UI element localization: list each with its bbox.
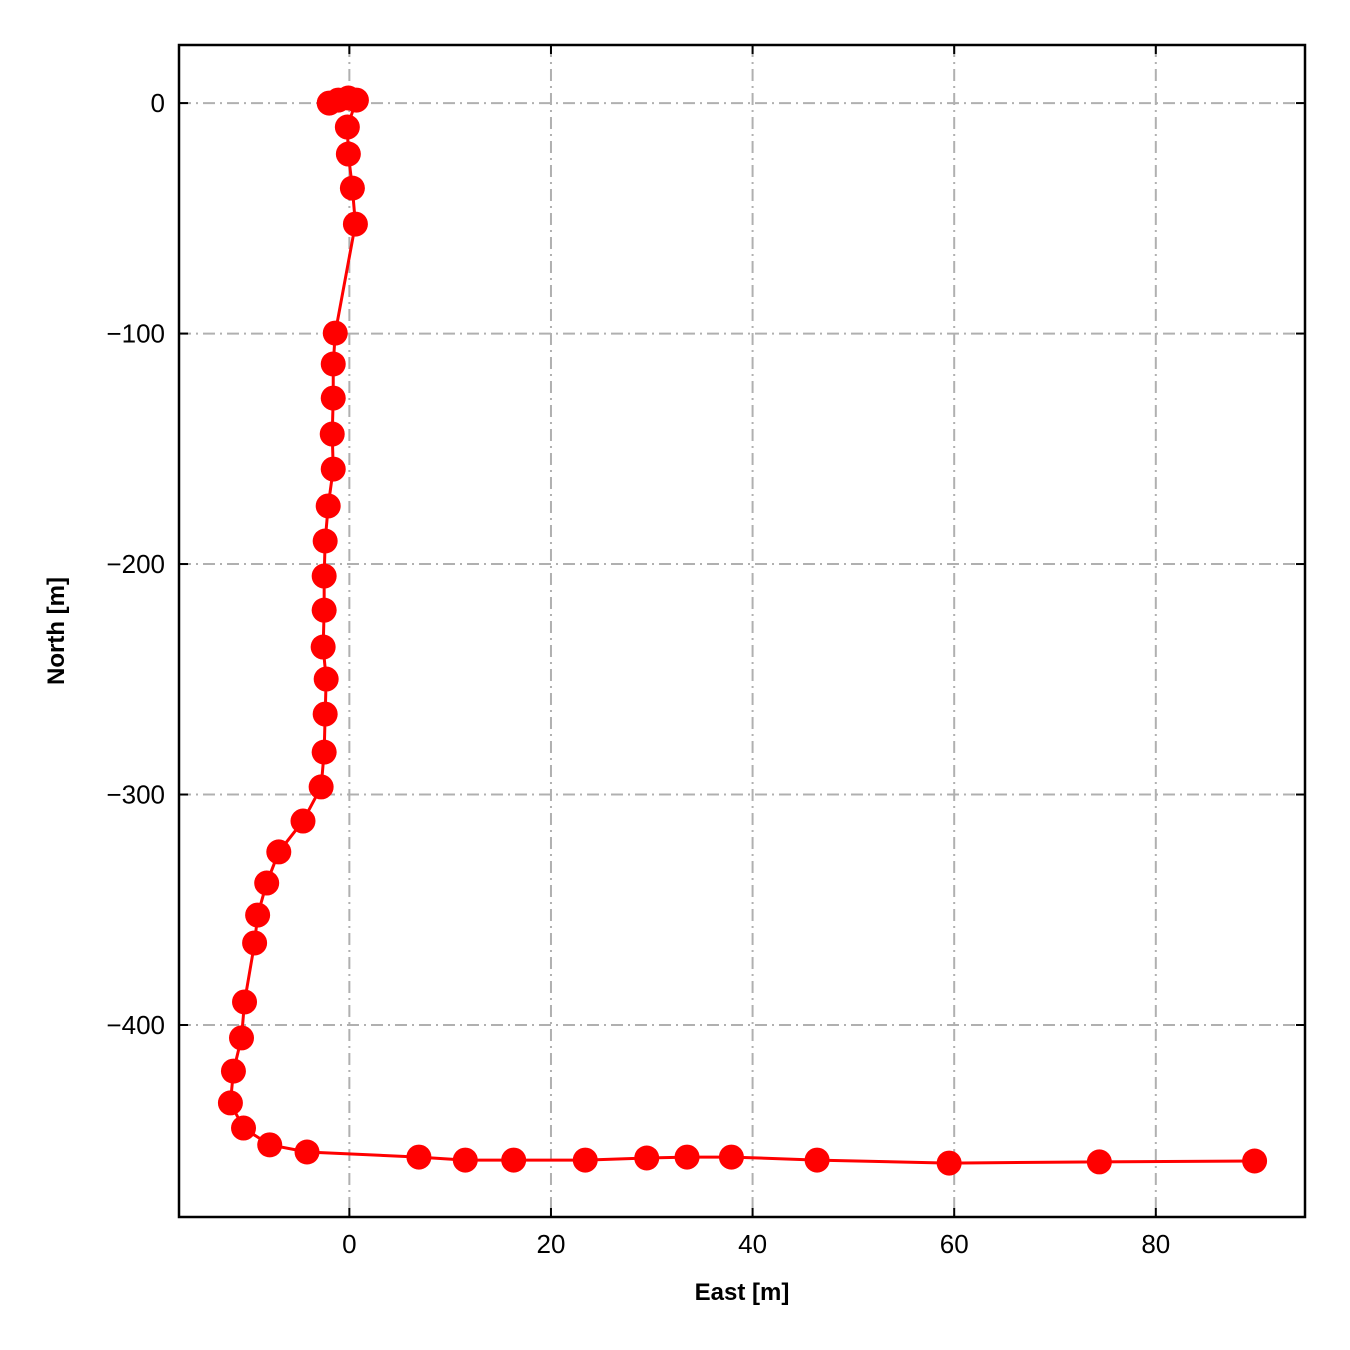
point-marker (228, 1025, 254, 1051)
point-marker (315, 493, 341, 519)
point-marker (339, 175, 365, 201)
point-marker (245, 902, 271, 928)
point-marker (319, 421, 345, 447)
x-axis-label: East [m] (695, 1279, 790, 1306)
y-tick-label: −400 (106, 1010, 165, 1040)
point-marker (313, 666, 339, 692)
x-tick-label: 60 (940, 1229, 969, 1259)
point-marker (936, 1150, 962, 1176)
x-tick-label: 0 (342, 1229, 356, 1259)
point-marker (311, 739, 337, 765)
point-marker (406, 1144, 432, 1170)
point-marker (335, 141, 361, 167)
y-tick-label: −300 (106, 780, 165, 810)
plot-frame (177, 43, 1307, 1219)
point-marker (290, 808, 316, 834)
point-marker (718, 1144, 744, 1170)
y-tick-label: −100 (106, 319, 165, 349)
point-marker (254, 870, 280, 896)
point-marker (1242, 1148, 1268, 1174)
point-marker (220, 1058, 246, 1084)
point-marker (452, 1147, 478, 1173)
point-marker (312, 528, 338, 554)
point-marker (334, 114, 360, 140)
y-tick-label: 0 (151, 88, 165, 118)
x-tick-label: 40 (738, 1229, 767, 1259)
point-marker (320, 456, 346, 482)
point-marker (343, 87, 369, 113)
x-tick-label: 80 (1141, 1229, 1170, 1259)
point-marker (232, 989, 258, 1015)
point-marker (320, 385, 346, 411)
point-marker (266, 839, 292, 865)
x-tick-label: 20 (537, 1229, 566, 1259)
point-marker (217, 1090, 243, 1116)
point-marker (634, 1145, 660, 1171)
point-marker (312, 701, 338, 727)
point-marker (242, 930, 268, 956)
point-marker (501, 1147, 527, 1173)
point-marker (322, 320, 348, 346)
point-marker (572, 1147, 598, 1173)
point-marker (231, 1115, 257, 1141)
point-marker (311, 563, 337, 589)
point-marker (257, 1132, 283, 1158)
point-marker (310, 634, 336, 660)
point-marker (308, 774, 334, 800)
point-marker (294, 1139, 320, 1165)
y-axis-label: North [m] (43, 577, 70, 685)
point-marker (311, 597, 337, 623)
point-marker (342, 211, 368, 237)
point-marker (1086, 1149, 1112, 1175)
point-marker (674, 1144, 700, 1170)
y-tick-label: −200 (106, 549, 165, 579)
point-marker (320, 351, 346, 377)
point-marker (804, 1147, 830, 1173)
